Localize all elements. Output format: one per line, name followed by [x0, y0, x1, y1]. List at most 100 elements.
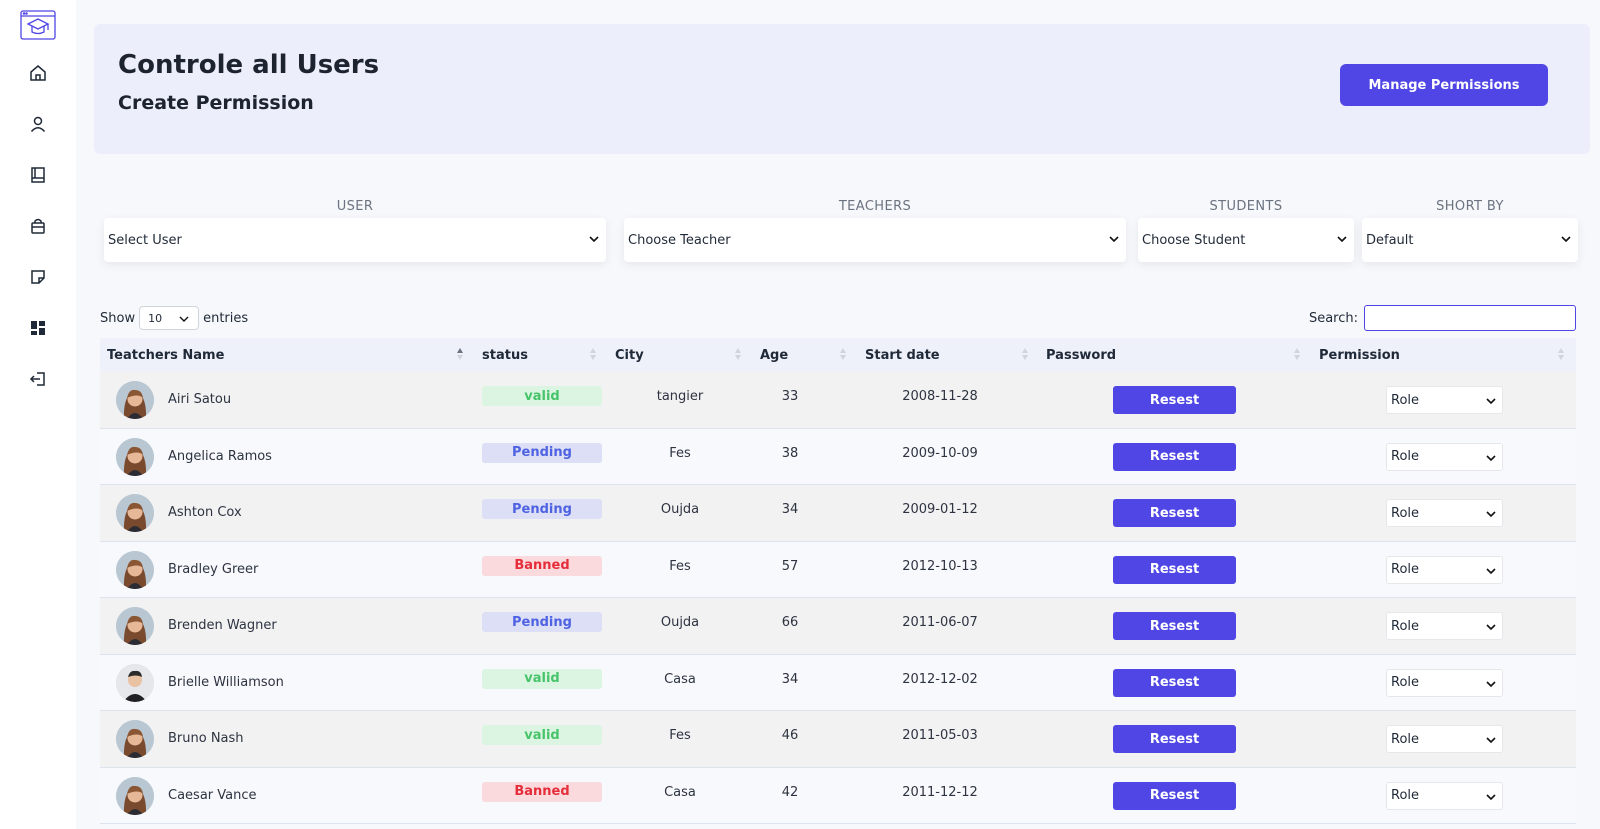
show-label: Show — [100, 310, 136, 326]
reset-password-button[interactable]: Resest — [1113, 612, 1236, 640]
entries-control: Show 10 entries — [100, 306, 248, 330]
avatar — [116, 663, 154, 702]
status-badge: Pending — [482, 499, 602, 519]
teacher-name: Bradley Greer — [168, 561, 259, 577]
start-date-cell: 2011-05-03 — [902, 728, 978, 743]
table-row: Brielle Williamson valid Casa 34 2012-12-02 R… — [100, 654, 1576, 711]
note-icon — [31, 270, 45, 284]
permission-role-select[interactable]: Role — [1386, 499, 1503, 527]
permission-role-select[interactable]: Role — [1386, 612, 1503, 640]
sidebar-item-home[interactable] — [18, 53, 58, 93]
teacher-name: Caesar Vance — [168, 787, 257, 803]
sidebar-item-bag[interactable] — [18, 206, 58, 246]
start-date-cell: 2011-06-07 — [902, 615, 978, 630]
permission-role-select[interactable]: Role — [1386, 442, 1503, 471]
column-header-password[interactable]: Password — [1046, 348, 1117, 363]
table-row: Bruno Nash valid Fes 46 2011-05-03 Resest Role — [100, 711, 1576, 768]
sort-ascending-icon[interactable] — [456, 347, 464, 361]
role-select-value: Role — [1391, 392, 1420, 408]
column-header-name[interactable]: Teatchers Name — [107, 348, 225, 363]
logout-icon — [29, 372, 45, 386]
reset-password-button[interactable]: Resest — [1113, 555, 1236, 584]
reset-password-button[interactable]: Resest — [1113, 442, 1236, 471]
table-row: Angelica Ramos Pending Fes 38 2009-10-09 Rese… — [100, 428, 1576, 485]
header-card: Controle all Users Create Permission Man… — [94, 24, 1590, 154]
chevron-down-icon — [1486, 511, 1496, 518]
sort-select[interactable]: Default — [1362, 218, 1578, 262]
sort-icon[interactable] — [839, 347, 847, 361]
table-row: Ashton Cox Pending Oujda 34 2009-01-12 Resest… — [100, 485, 1576, 542]
graduation-cap-logo-icon[interactable] — [19, 8, 57, 42]
column-header-city[interactable]: City — [615, 348, 644, 363]
sidebar-item-note[interactable] — [18, 257, 58, 297]
manage-permissions-button[interactable]: Manage Permissions — [1340, 64, 1548, 106]
reset-password-button[interactable]: Resest — [1113, 499, 1236, 527]
student-select[interactable]: Choose Student — [1138, 218, 1354, 262]
entries-select[interactable]: 10 — [139, 306, 200, 330]
start-date-cell: 2009-01-12 — [902, 502, 978, 517]
teacher-select[interactable]: Choose Teacher — [624, 218, 1126, 262]
sort-icon[interactable] — [1557, 347, 1565, 361]
sidebar-item-book[interactable] — [18, 155, 58, 195]
sort-icon[interactable] — [1293, 347, 1301, 361]
reset-password-button[interactable]: Resest — [1113, 781, 1236, 810]
book-icon — [31, 167, 45, 183]
table-row: Bradley Greer Banned Fes 57 2012-10-13 Resest… — [100, 541, 1576, 598]
permission-role-select[interactable]: Role — [1386, 668, 1503, 697]
teacher-name: Brenden Wagner — [168, 618, 277, 633]
students-filter-label: STUDENTS — [1209, 199, 1283, 214]
role-select-value: Role — [1391, 449, 1420, 464]
age-cell: 34 — [781, 671, 799, 687]
sort-icon[interactable] — [1021, 347, 1029, 361]
teacher-name: Brielle Williamson — [168, 674, 284, 690]
permission-role-select[interactable]: Role — [1386, 555, 1503, 584]
sidebar-item-logout[interactable] — [18, 359, 58, 399]
permission-role-select[interactable]: Role — [1386, 781, 1503, 810]
sort-icon[interactable] — [734, 347, 742, 361]
avatar — [116, 607, 154, 645]
status-badge: Banned — [482, 555, 602, 576]
column-header-start-date[interactable]: Start date — [865, 348, 940, 363]
user-filter-label: USER — [336, 199, 374, 214]
column-header-permission[interactable]: Permission — [1319, 348, 1400, 363]
entries-select-value: 10 — [148, 311, 163, 325]
reset-password-button[interactable]: Resest — [1113, 725, 1236, 753]
column-header-status[interactable]: status — [482, 348, 528, 363]
user-select-value: Select User — [108, 232, 182, 248]
role-select-value: Role — [1391, 788, 1420, 803]
page-title: Controle all Users — [118, 50, 380, 80]
user-select[interactable]: Select User — [104, 218, 606, 262]
age-cell: 46 — [781, 728, 799, 743]
search-input[interactable] — [1364, 305, 1576, 331]
teachers-filter-label: TEACHERS — [838, 199, 912, 214]
permission-role-select[interactable]: Role — [1386, 725, 1503, 753]
chevron-down-icon — [1486, 793, 1496, 800]
home-icon — [30, 65, 46, 81]
chevron-down-icon — [1486, 398, 1496, 405]
teacher-select-value: Choose Teacher — [628, 232, 731, 248]
sort-icon[interactable] — [589, 347, 597, 361]
teacher-name: Bruno Nash — [168, 731, 244, 746]
page-subtitle: Create Permission — [118, 92, 314, 114]
chevron-down-icon — [1486, 624, 1496, 631]
dashboard-icon — [31, 321, 45, 335]
start-date-cell: 2012-12-02 — [902, 671, 978, 687]
city-cell: Fes — [669, 728, 691, 743]
teacher-name: Ashton Cox — [168, 505, 242, 520]
age-cell: 34 — [781, 502, 799, 517]
age-cell: 33 — [781, 389, 799, 404]
start-date-cell: 2012-10-13 — [902, 558, 978, 574]
age-cell: 57 — [781, 558, 799, 574]
table-header: Teatchers Name status City Age Start dat… — [100, 338, 1576, 372]
reset-password-button[interactable]: Resest — [1113, 668, 1236, 697]
city-cell: tangier — [656, 389, 704, 404]
reset-password-button[interactable]: Resest — [1113, 386, 1236, 414]
chevron-down-icon — [1561, 236, 1571, 243]
sidebar-item-user[interactable] — [18, 104, 58, 144]
permission-role-select[interactable]: Role — [1386, 386, 1503, 414]
column-header-age[interactable]: Age — [760, 348, 789, 363]
status-badge: valid — [482, 725, 602, 745]
teacher-name: Airi Satou — [168, 392, 232, 407]
role-select-value: Role — [1391, 618, 1420, 634]
sidebar-item-dashboard[interactable] — [18, 308, 58, 348]
